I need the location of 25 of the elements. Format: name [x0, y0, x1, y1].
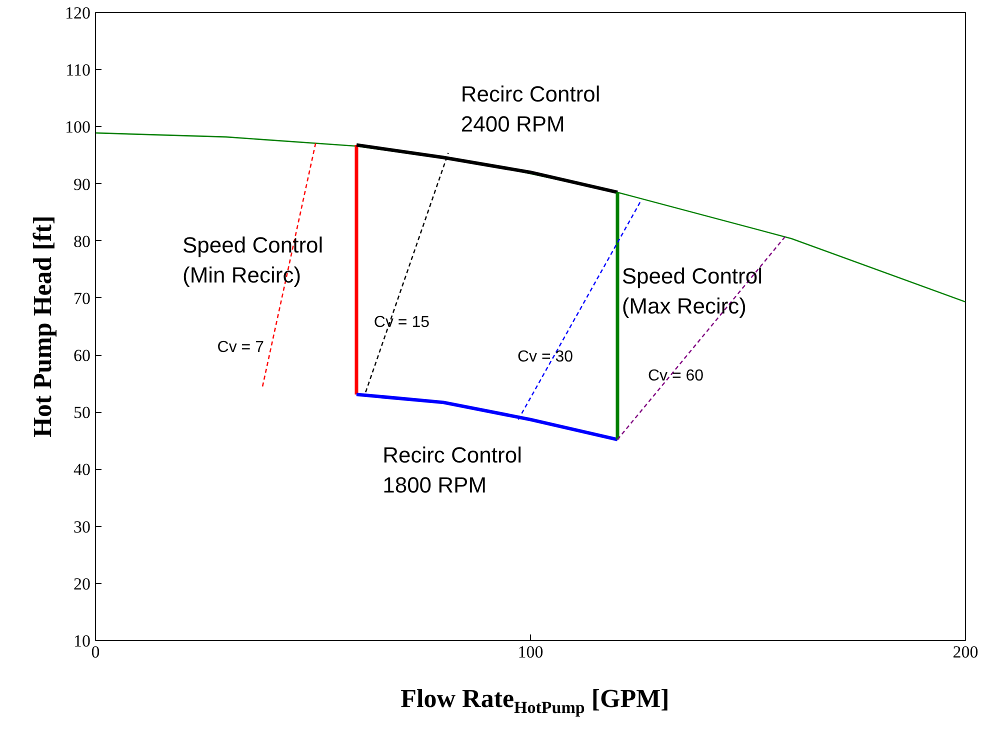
annotation: Cv = 60 [648, 367, 704, 384]
annotation: Speed Control (Max Recirc) [622, 264, 763, 319]
y-tick-label: 40 [74, 460, 90, 480]
y-tick-label: 100 [65, 118, 90, 137]
annotation: Cv = 30 [517, 348, 574, 366]
y-tick-label: 110 [66, 60, 91, 80]
x-axis-title: Flow Rate$_{HotPump}$ [GPM] [400, 683, 670, 720]
y-tick-label: 70 [74, 288, 90, 308]
annotation: Cv = 7 [217, 339, 264, 356]
annotation: Recirc Control 2400 RPM [460, 82, 600, 137]
annotation: Cv = 15 [374, 314, 430, 331]
y-tick-label: 90 [74, 174, 90, 194]
x-tick-label: 100 [518, 642, 544, 662]
annotation: Speed Control (Min Recirc) [182, 232, 324, 288]
y-tick-label: 20 [74, 574, 90, 594]
y-tick-label: 60 [74, 346, 90, 366]
x-tick-label: 200 [952, 642, 978, 662]
y-tick-label: 30 [74, 517, 90, 536]
y-axis-title: Hot Pump Head [ft] [28, 216, 57, 438]
annotation: Recirc Control 1800 RPM [382, 442, 522, 498]
y-tick-label: 10 [74, 632, 90, 650]
y-tick-label: 120 [65, 4, 90, 22]
y-tick-label: 80 [74, 232, 90, 251]
y-tick-label: 50 [74, 403, 90, 422]
x-tick-label: 0 [91, 642, 100, 662]
